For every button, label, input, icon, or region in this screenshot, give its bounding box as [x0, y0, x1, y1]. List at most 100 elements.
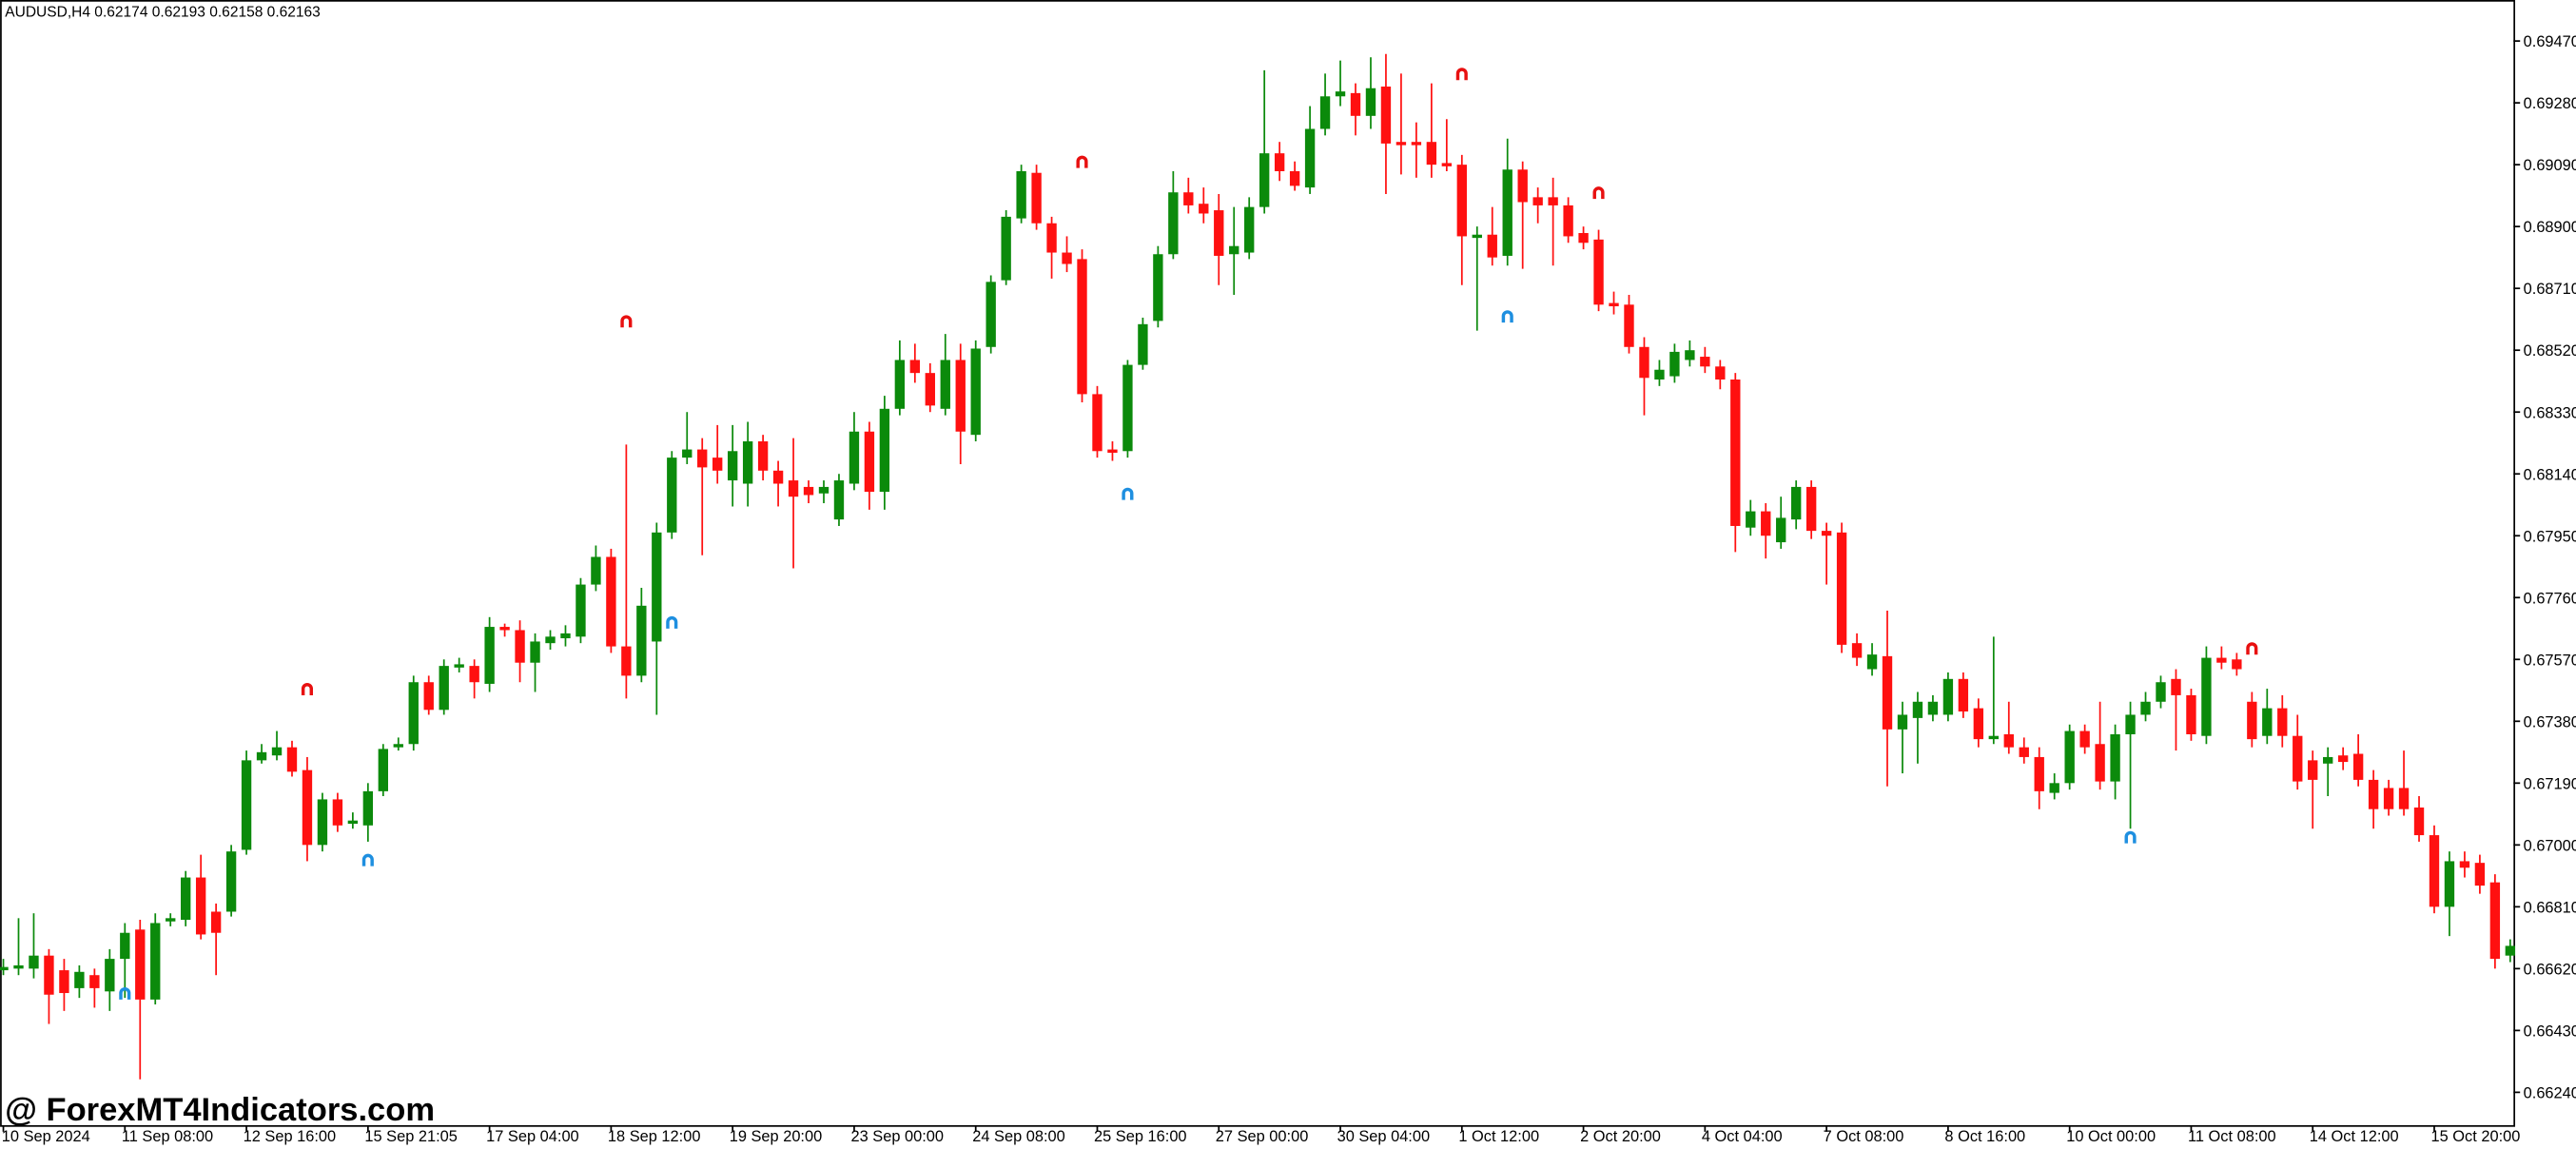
candle-body: [1973, 708, 1984, 740]
candle-body: [332, 799, 343, 826]
buy-signal: [1122, 487, 1134, 500]
candle-body: [576, 584, 586, 637]
candle-body: [1502, 169, 1512, 256]
candle-body: [1319, 96, 1331, 129]
candle-body: [105, 959, 115, 992]
candle-body: [1365, 88, 1376, 116]
candle-body: [606, 556, 616, 647]
candle-body: [2186, 694, 2196, 734]
candle-body: [1836, 532, 1847, 645]
x-tick-label: 2 Oct 20:00: [1580, 1128, 1661, 1145]
candle-body: [408, 682, 419, 745]
y-tick-label: 0.68520: [2524, 342, 2576, 360]
candle-body: [2247, 701, 2257, 740]
candle-body: [2323, 756, 2333, 764]
candle-body: [2337, 755, 2349, 763]
candle-body: [894, 360, 906, 409]
candle-body: [772, 470, 784, 484]
candle-body: [879, 408, 890, 493]
candle-body: [940, 360, 950, 409]
y-tick-label: 0.66810: [2524, 899, 2576, 916]
candle-body: [2201, 657, 2212, 736]
x-tick-label: 19 Sep 20:00: [730, 1128, 823, 1145]
candle-body: [13, 964, 24, 969]
candle-body: [2459, 861, 2470, 868]
chart-header: AUDUSD,H4 0.62174 0.62193 0.62158 0.6216…: [5, 4, 321, 20]
candle-body: [515, 630, 525, 663]
candle-body: [1138, 323, 1148, 365]
candle-body: [378, 749, 388, 791]
candle-body: [1988, 735, 1999, 740]
x-tick-label: 14 Oct 12:00: [2310, 1128, 2399, 1145]
candle-body: [1122, 364, 1133, 452]
candle-body: [1912, 701, 1923, 718]
x-tick-label: 11 Oct 08:00: [2188, 1128, 2276, 1145]
candle-body: [788, 480, 799, 497]
buy-signal: [2124, 830, 2137, 844]
candle-body: [241, 760, 252, 850]
candle-body: [2095, 744, 2105, 782]
candle-body: [2125, 714, 2136, 734]
y-tick-label: 0.67570: [2524, 652, 2576, 669]
candle-body: [697, 449, 708, 468]
candle-body: [2368, 779, 2379, 809]
candle-body: [1062, 252, 1072, 264]
x-tick-label: 10 Oct 00:00: [2066, 1128, 2156, 1145]
candle-body: [1107, 449, 1118, 453]
candle-body: [970, 348, 981, 436]
sell-signal: [1592, 186, 1605, 200]
candle-body: [2140, 701, 2151, 715]
candle-body: [44, 955, 54, 995]
candle-body: [1335, 91, 1346, 97]
candle-body: [560, 633, 571, 639]
y-tick-label: 0.67760: [2524, 590, 2576, 607]
x-tick-label: 8 Oct 16:00: [1944, 1128, 2025, 1145]
candle-body: [2019, 747, 2029, 757]
candle-body: [2171, 678, 2181, 695]
x-tick-label: 23 Sep 00:00: [850, 1128, 944, 1145]
candle-body: [1259, 153, 1270, 207]
x-tick-label: 24 Sep 08:00: [972, 1128, 1065, 1145]
candle-body: [1487, 234, 1497, 258]
candle-body: [1395, 142, 1407, 146]
candle-body: [1532, 197, 1543, 205]
candle-body: [1942, 678, 1954, 715]
plot-frame: [0, 0, 2516, 1127]
candle-body: [1411, 142, 1422, 146]
sell-signal: [1455, 68, 1468, 81]
candle-body: [454, 664, 464, 668]
x-tick-label: 1 Oct 12:00: [1458, 1128, 1539, 1145]
x-tick-label: 25 Sep 16:00: [1094, 1128, 1187, 1145]
x-tick-label: 11 Sep 08:00: [122, 1128, 213, 1145]
sell-signal: [1076, 155, 1088, 168]
candle-body: [2216, 657, 2227, 663]
candle-body: [150, 923, 161, 1000]
candle-body: [909, 360, 921, 374]
y-tick-label: 0.69090: [2524, 157, 2576, 174]
candle-body: [2277, 708, 2288, 736]
candle-body: [1214, 210, 1224, 256]
buy-signal: [361, 853, 374, 867]
candle-body: [636, 605, 647, 676]
candle-body: [833, 480, 845, 520]
sell-signal: [620, 315, 633, 328]
candle-body: [955, 360, 966, 432]
x-tick-label: 15 Sep 21:05: [364, 1128, 458, 1145]
candle-body: [2232, 659, 2242, 670]
x-tick-label: 10 Sep 2024: [2, 1128, 90, 1145]
x-tick-label: 18 Sep 12:00: [608, 1128, 701, 1145]
candle-body: [1548, 197, 1558, 205]
x-tick-label: 12 Sep 16:00: [244, 1128, 337, 1145]
candle-body: [2262, 708, 2273, 736]
y-tick-label: 0.66430: [2524, 1022, 2576, 1040]
candle-body: [181, 877, 191, 921]
candle-body: [2293, 735, 2303, 782]
candle-body: [0, 966, 9, 971]
candle-body: [2429, 835, 2440, 907]
candle-body: [225, 851, 237, 912]
candle-body: [1866, 654, 1878, 670]
y-tick-label: 0.69280: [2524, 95, 2576, 112]
y-tick-label: 0.68710: [2524, 281, 2576, 298]
candle-body: [1669, 351, 1680, 377]
